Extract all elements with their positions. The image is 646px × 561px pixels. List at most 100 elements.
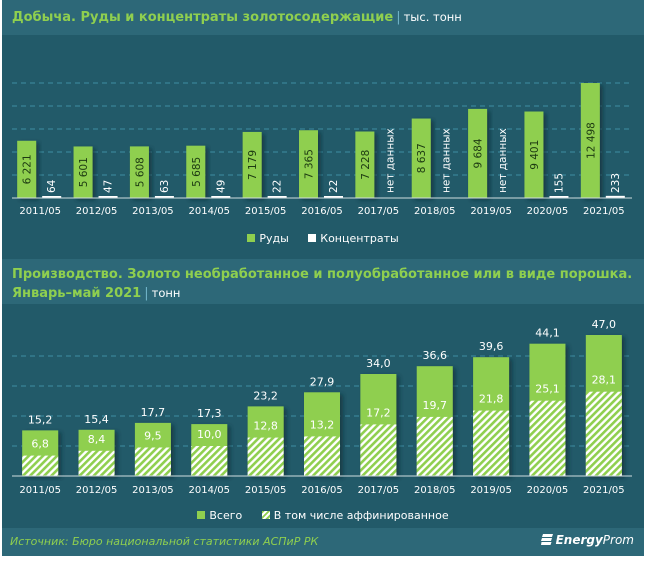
bar-label-total: 15,4 <box>84 413 109 426</box>
chart1-plot: 6 221 64 2011/05 5 601 47 2012/05 5 608 63 2013/… <box>12 82 632 217</box>
bar-refined <box>529 400 566 476</box>
bar-concentrates <box>154 196 174 198</box>
x-tick-label: 2019/05 <box>470 206 512 217</box>
bar-label-ore: 7 179 <box>247 150 259 180</box>
legend-swatch-green <box>197 511 206 519</box>
bar-label-total: 17,7 <box>141 406 166 419</box>
bar-label-total: 34,0 <box>366 357 391 370</box>
bar-label-concentrates: 47 <box>103 180 115 193</box>
footer-band <box>2 528 644 556</box>
bar-refined <box>247 437 284 476</box>
x-tick-label: 2017/05 <box>358 485 400 496</box>
bar-refined <box>473 410 510 476</box>
x-tick-label: 2011/05 <box>19 485 61 496</box>
x-tick-label: 2021/05 <box>583 206 625 217</box>
bar-label-concentrates: 22 <box>272 180 284 193</box>
bar-label-concentrates: 64 <box>46 179 58 193</box>
x-tick-label: 2012/05 <box>76 206 118 217</box>
bar-label-refined: 10,0 <box>197 428 222 441</box>
bar-label-total: 44,1 <box>535 327 560 340</box>
bar-ore <box>242 131 262 198</box>
legend-item-refined: В том числе аффинированное <box>261 509 449 522</box>
bar-label-refined: 12,8 <box>253 420 278 433</box>
x-tick-label: 2018/05 <box>414 206 456 217</box>
chart1-title: Добыча. Руды и концентраты золотосодержа… <box>12 10 462 25</box>
bar-label-refined: 17,2 <box>366 406 391 419</box>
bar-label-ore: 5 601 <box>78 157 90 187</box>
x-tick-label: 2019/05 <box>470 485 512 496</box>
bar-concentrates <box>98 196 118 198</box>
chart1-legend: Руды Концентраты <box>2 232 644 245</box>
bar-refined <box>191 446 228 476</box>
legend-swatch-hatched <box>261 511 270 519</box>
x-tick-label: 2021/05 <box>583 485 625 496</box>
chart1-header <box>2 0 644 35</box>
bar-label-concentrates: 63 <box>159 180 171 193</box>
bar-concentrates <box>211 196 231 198</box>
x-tick-label: 2014/05 <box>188 485 230 496</box>
x-tick-label: 2013/05 <box>132 485 174 496</box>
chart2-unit: тонн <box>151 286 181 300</box>
source-note: Источник: Бюро национальной статистики А… <box>10 535 319 548</box>
x-tick-label: 2016/05 <box>301 485 343 496</box>
energyprom-logo: EnergyProm <box>540 533 634 547</box>
x-tick-label: 2020/05 <box>527 206 569 217</box>
bar-concentrates <box>605 195 625 198</box>
bar-concentrates <box>549 196 569 198</box>
bar-ore <box>468 108 488 198</box>
bar-label-concentrates: 233 <box>610 173 622 193</box>
legend-item-concentrates: Концентраты <box>308 232 399 245</box>
bar-refined <box>416 416 453 476</box>
bar-ore <box>17 140 37 198</box>
bar-ore <box>299 130 318 198</box>
bar-label-concentrates: 22 <box>328 180 340 193</box>
bar-label-total: 15,2 <box>28 413 53 426</box>
bar-refined <box>134 447 171 476</box>
legend-item-ore: Руды <box>247 232 289 245</box>
bar-label-total: 17,3 <box>197 407 222 420</box>
bar-ore <box>355 131 375 198</box>
bar-label-ore: 6 221 <box>22 154 34 184</box>
bar-label-ore: 7 228 <box>360 150 372 180</box>
bar-refined <box>304 436 340 476</box>
bar-label-concentrates: 155 <box>553 173 565 193</box>
x-tick-label: 2012/05 <box>76 485 118 496</box>
chart2-legend: Всего В том числе аффинированное <box>2 509 644 522</box>
title-separator: | <box>144 286 149 301</box>
legend-label: Всего <box>209 509 243 522</box>
bar-label-ore: 5 685 <box>191 157 203 187</box>
bar-label-total: 23,2 <box>253 389 278 402</box>
logo-icon <box>540 534 553 545</box>
bar-label-ore: 8 637 <box>416 143 428 173</box>
x-tick-label: 2016/05 <box>301 206 343 217</box>
bar-label-refined: 25,1 <box>535 383 560 396</box>
bar-label-total: 36,6 <box>422 349 447 362</box>
logo-text-bold: Energy <box>555 533 603 547</box>
chart2-title-line1: Производство. Золото необработанное и по… <box>12 267 633 282</box>
legend-label: Концентраты <box>320 232 399 245</box>
bar-concentrates <box>42 196 62 198</box>
bar-label-refined: 28,1 <box>592 374 617 387</box>
legend-label: В том числе аффинированное <box>273 509 449 522</box>
x-tick-label: 2020/05 <box>527 485 569 496</box>
bar-label-refined: 19,7 <box>422 399 447 412</box>
chart1-title-text: Добыча. Руды и концентраты золотосодержа… <box>12 10 394 25</box>
bar-label-total: 47,0 <box>592 318 617 331</box>
bar-label-concentrates: 49 <box>215 180 227 193</box>
bar-refined <box>78 450 115 476</box>
x-tick-label: 2015/05 <box>245 206 287 217</box>
x-tick-label: 2013/05 <box>132 206 174 217</box>
bar-label-refined: 9,5 <box>144 430 162 443</box>
x-tick-label: 2015/05 <box>245 485 287 496</box>
bar-label-concentrates: нет данных <box>497 128 509 193</box>
chart2-title: Производство. Золото необработанное и по… <box>12 266 632 303</box>
chart2-header <box>2 259 644 304</box>
bar-label-concentrates: нет данных <box>384 128 396 193</box>
bar-label-refined: 21,8 <box>479 393 504 406</box>
bar-ore <box>411 118 431 198</box>
bar-label-refined: 13,2 <box>310 418 335 431</box>
chart2-title-line2: Январь–май 2021 <box>12 286 142 301</box>
bar-ore <box>580 83 600 198</box>
